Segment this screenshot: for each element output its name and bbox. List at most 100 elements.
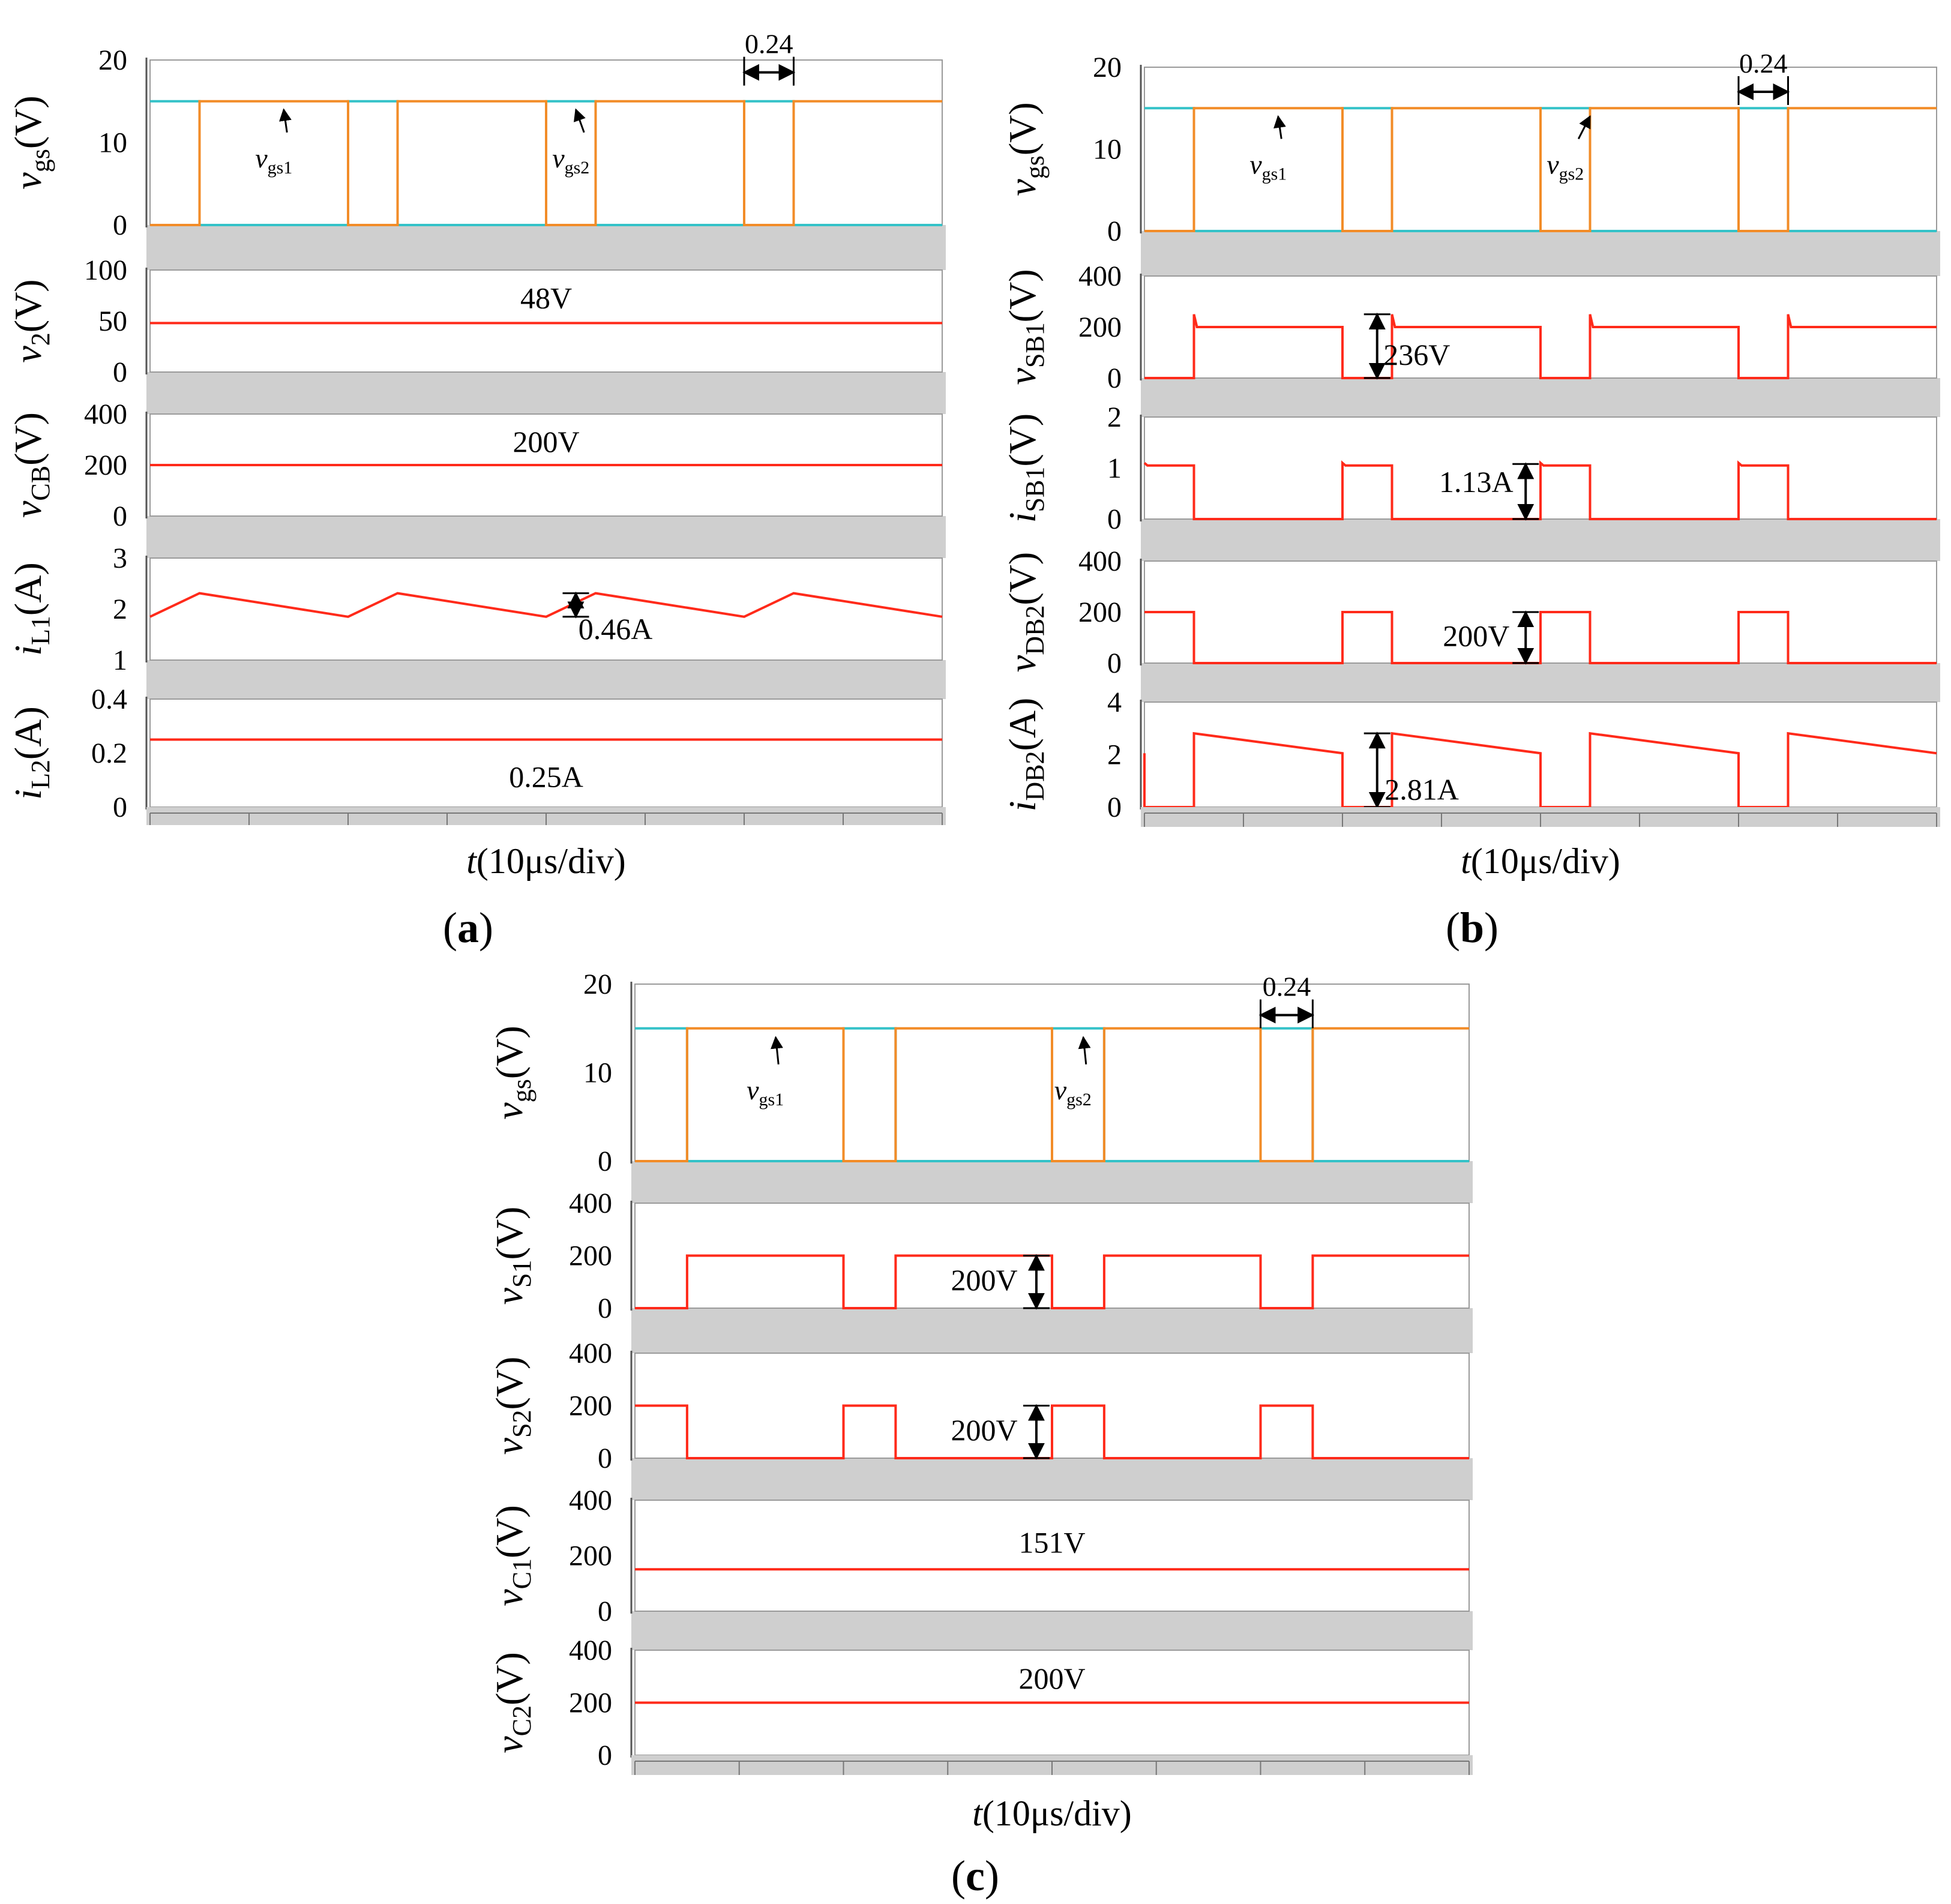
y-tick-label: 400 bbox=[569, 1635, 612, 1666]
panel-vgs: 0 10 20 0.24 vgs1 vgs2 vgs(V) bbox=[488, 969, 1470, 1177]
signal-label-gs1: vgs1 bbox=[747, 1075, 784, 1110]
y-tick-label: 0 bbox=[1107, 215, 1122, 247]
y-tick-label: 4 bbox=[1107, 686, 1122, 718]
series-vgs2 bbox=[1144, 107, 1937, 232]
separator-band-2 bbox=[146, 372, 946, 414]
y-tick-label: 400 bbox=[569, 1188, 612, 1219]
y-tick-label: 1 bbox=[113, 644, 127, 676]
y-tick-label: 0 bbox=[113, 209, 127, 241]
pointer-arrow bbox=[574, 108, 586, 133]
separator-band-4 bbox=[631, 1611, 1473, 1650]
y-tick-label: 20 bbox=[98, 44, 127, 76]
y-tick-label: 2 bbox=[113, 593, 127, 625]
pointer-arrow bbox=[1577, 115, 1591, 140]
series-vgs2 bbox=[150, 100, 942, 226]
panel-vC1: 0 200 400 151V vC1(V) bbox=[488, 1485, 1470, 1627]
y-tick-label: 0 bbox=[1107, 362, 1122, 394]
duty-label: 0.24 bbox=[1739, 48, 1788, 79]
series-vDB2 bbox=[1144, 611, 1937, 664]
value-label: 48V bbox=[520, 281, 572, 315]
y-axis-label-vS2: vS2(V) bbox=[488, 1357, 537, 1455]
y-tick-label: 10 bbox=[583, 1057, 612, 1089]
panel-vCB: 0 200 400 200V vCB(V) bbox=[7, 398, 943, 532]
signal-label-gs2: vgs2 bbox=[1054, 1075, 1092, 1110]
series-vgs2 bbox=[635, 1027, 1469, 1162]
y-tick-label: 400 bbox=[569, 1338, 612, 1369]
value-label: 200V bbox=[1443, 619, 1509, 652]
plot-area bbox=[634, 1500, 1470, 1612]
y-tick-label: 20 bbox=[583, 969, 612, 1000]
panel-iL2: 0 0.2 0.4 0.25A iL2(A) bbox=[7, 683, 943, 823]
time-axis bbox=[1141, 807, 1940, 827]
signal-label-gs2: vgs2 bbox=[552, 143, 589, 178]
separator-band-4 bbox=[1141, 663, 1940, 702]
y-tick-label: 1 bbox=[1107, 452, 1122, 484]
value-label: 200V bbox=[1018, 1662, 1085, 1695]
y-tick-label: 0 bbox=[1107, 503, 1122, 535]
y-tick-label: 0 bbox=[598, 1596, 612, 1627]
series-iL1 bbox=[149, 592, 943, 618]
figure-label: (b) bbox=[1446, 904, 1499, 952]
separator-band-2 bbox=[1141, 378, 1940, 417]
y-tick-label: 0 bbox=[598, 1740, 612, 1771]
series-vS2 bbox=[635, 1404, 1469, 1459]
y-axis-label-iDB2: iDB2(A) bbox=[1001, 698, 1050, 812]
y-axis-label-vS1: vS1(V) bbox=[488, 1207, 537, 1305]
separator-band-2 bbox=[631, 1308, 1473, 1353]
y-tick-label: 0 bbox=[113, 356, 127, 388]
panel-iDB2: 0 2 4 2.81A iDB2(A) bbox=[1001, 686, 1937, 823]
separator-band-1 bbox=[146, 225, 946, 270]
y-tick-label: 20 bbox=[1093, 52, 1122, 83]
y-tick-label: 3 bbox=[113, 542, 127, 574]
y-tick-label: 400 bbox=[1078, 260, 1122, 292]
signal-label-gs1: vgs1 bbox=[255, 143, 292, 178]
separator-band-1 bbox=[1141, 231, 1940, 276]
separator-band-1 bbox=[631, 1161, 1473, 1203]
series-iSB1 bbox=[1143, 460, 1937, 520]
duty-label: 0.24 bbox=[745, 29, 793, 59]
panel-vS2: 0 200 400 200V vS2(V) bbox=[488, 1338, 1470, 1474]
value-label: 0.46A bbox=[579, 612, 653, 646]
y-tick-label: 10 bbox=[98, 127, 127, 159]
panel-vDB2: 0 200 400 200V vDB2(V) bbox=[1001, 545, 1937, 679]
y-axis-label-vgs: vgs(V) bbox=[1001, 102, 1050, 196]
y-tick-label: 400 bbox=[84, 398, 127, 430]
y-axis-label-vDB2: vDB2(V) bbox=[1001, 552, 1050, 672]
separator-band-3 bbox=[631, 1458, 1473, 1500]
pointer-arrow bbox=[771, 1036, 783, 1065]
duty-label: 0.24 bbox=[1263, 972, 1311, 1002]
pointer-arrow bbox=[279, 108, 292, 133]
series-vS1 bbox=[635, 1254, 1469, 1309]
y-tick-label: 400 bbox=[1078, 545, 1122, 577]
panel-vS1: 0 200 400 200V vS1(V) bbox=[488, 1188, 1470, 1324]
figure-label: (c) bbox=[951, 1852, 999, 1900]
pointer-arrow bbox=[1273, 115, 1286, 139]
value-label: 200V bbox=[951, 1263, 1018, 1297]
pointer-arrow bbox=[1078, 1036, 1091, 1065]
y-axis-label-vC1: vC1(V) bbox=[488, 1505, 537, 1606]
y-tick-label: 200 bbox=[84, 449, 127, 481]
y-axis-label-iL2: iL2(A) bbox=[7, 706, 55, 800]
y-tick-label: 0 bbox=[598, 1293, 612, 1324]
time-axis bbox=[631, 1755, 1473, 1775]
value-label: 151V bbox=[1018, 1526, 1085, 1560]
y-tick-label: 0.4 bbox=[91, 683, 127, 715]
value-label: 1.13A bbox=[1439, 465, 1514, 499]
y-tick-label: 400 bbox=[569, 1485, 612, 1516]
y-tick-label: 2 bbox=[1107, 739, 1122, 771]
x-axis-label: t(10μs/div) bbox=[1461, 841, 1620, 881]
value-label: 2.81A bbox=[1384, 773, 1459, 806]
y-tick-label: 200 bbox=[569, 1540, 612, 1572]
figure-label: (a) bbox=[443, 904, 493, 952]
value-label: 200V bbox=[951, 1413, 1018, 1447]
panel-v2: 0 50 100 48V v2(V) bbox=[7, 254, 943, 388]
y-tick-label: 10 bbox=[1093, 134, 1122, 166]
separator-band-4 bbox=[146, 660, 946, 699]
series-vSB1 bbox=[1144, 314, 1937, 379]
y-axis-label-v2: v2(V) bbox=[7, 279, 55, 362]
y-tick-label: 0 bbox=[113, 500, 127, 532]
y-tick-label: 2 bbox=[1107, 401, 1122, 433]
